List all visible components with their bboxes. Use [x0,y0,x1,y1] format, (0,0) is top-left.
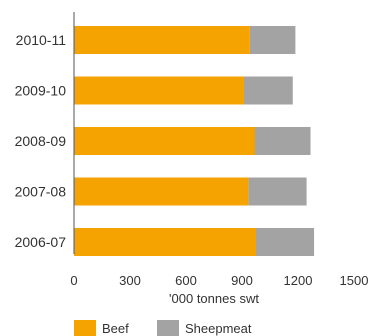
x-tick-label-0: 0 [70,273,77,288]
bar-sheepmeat-2006-07 [255,228,315,256]
bar-sheepmeat-2008-09 [254,127,311,155]
category-label-2008-09: 2008-09 [15,133,67,149]
category-label-2010-11: 2010-11 [16,32,67,48]
bars-group [74,26,315,256]
x-tick-label-600: 600 [175,273,197,288]
legend-swatch-sheepmeat [157,320,179,336]
bar-sheepmeat-2010-11 [249,26,296,54]
legend-swatch-beef [74,320,96,336]
bar-sheepmeat-2007-08 [248,177,307,206]
bar-sheepmeat-2009-10 [243,76,293,105]
bar-beef-2010-11 [74,26,250,54]
bar-beef-2008-09 [74,127,255,155]
category-labels: 2010-11 2009-10 2008-09 2007-08 2006-07 [15,32,67,250]
category-label-2006-07: 2006-07 [15,234,67,250]
x-tick-label-900: 900 [231,273,253,288]
x-tick-label-1500: 1500 [340,273,369,288]
category-label-2007-08: 2007-08 [15,184,67,200]
legend-label-beef: Beef [102,321,129,336]
legend: Beef Sheepmeat [74,320,252,336]
x-tick-labels: 0 300 600 900 1200 1500 [70,273,368,288]
bar-beef-2006-07 [74,228,256,256]
bar-beef-2009-10 [74,76,244,105]
category-label-2009-10: 2009-10 [15,83,67,99]
x-tick-label-300: 300 [119,273,141,288]
bar-beef-2007-08 [74,177,249,206]
x-axis-title: '000 tonnes swt [169,291,259,306]
legend-label-sheepmeat: Sheepmeat [185,321,252,336]
x-tick-label-1200: 1200 [284,273,313,288]
